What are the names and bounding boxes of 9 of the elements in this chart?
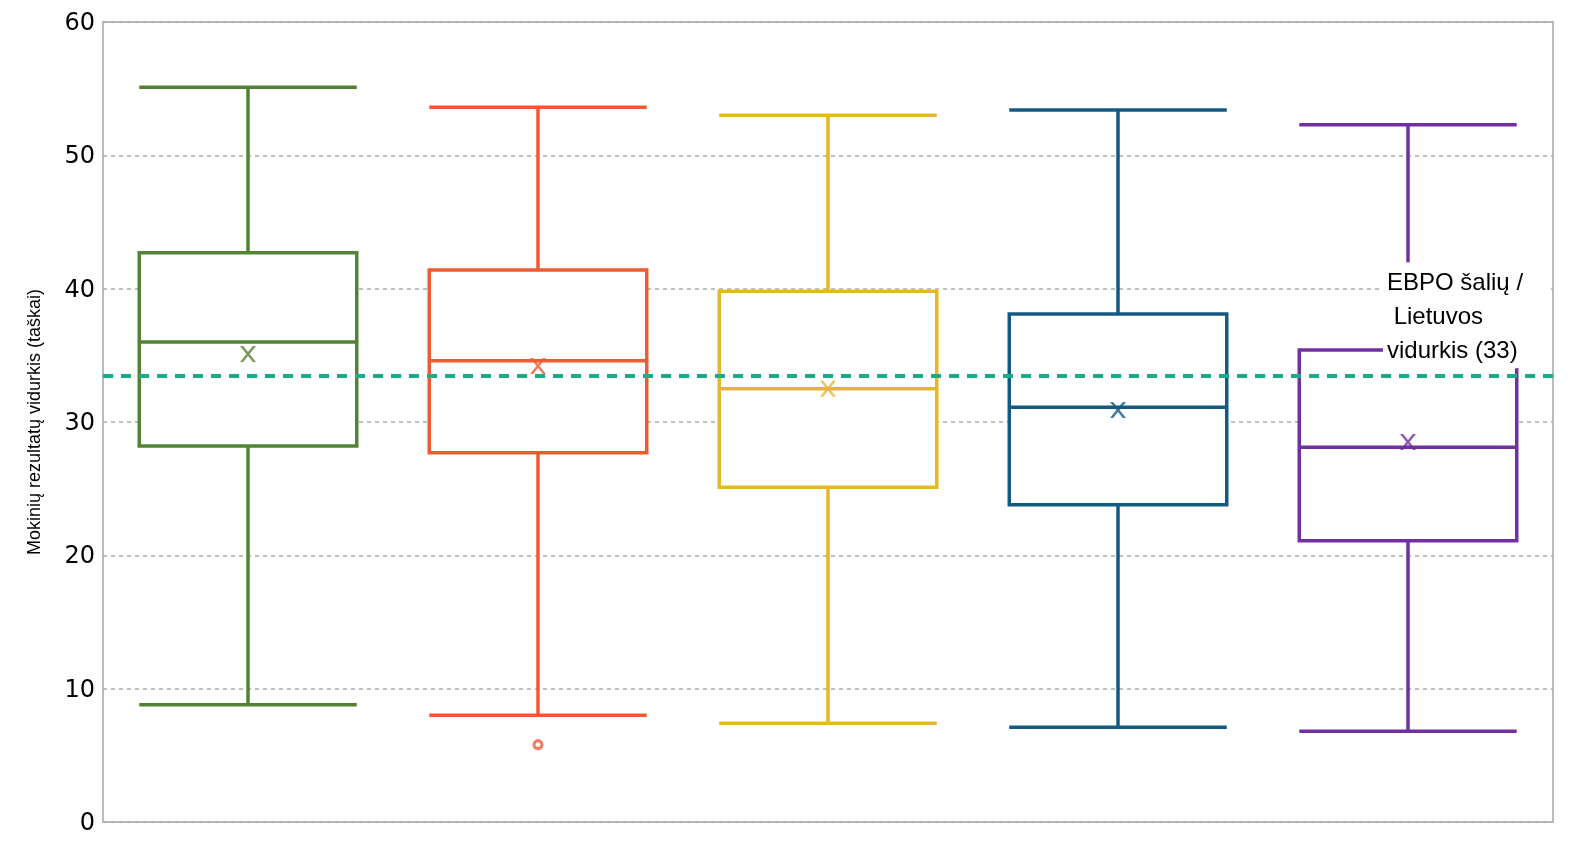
y-tick-label: 10 <box>64 674 95 703</box>
y-tick-label: 40 <box>64 274 95 303</box>
y-axis-title: Mokinių rezultatų vidurkis (taškai) <box>24 288 44 556</box>
y-tick-label: 30 <box>64 408 95 436</box>
y-tick-label: 20 <box>64 541 95 570</box>
y-tick-label: 0 <box>79 808 95 836</box>
y-tick-label: 60 <box>64 8 95 36</box>
ref-line-label: EBPO šalių / Lietuvos vidurkis (33) <box>1387 267 1524 363</box>
y-tick-label: 50 <box>64 141 95 170</box>
